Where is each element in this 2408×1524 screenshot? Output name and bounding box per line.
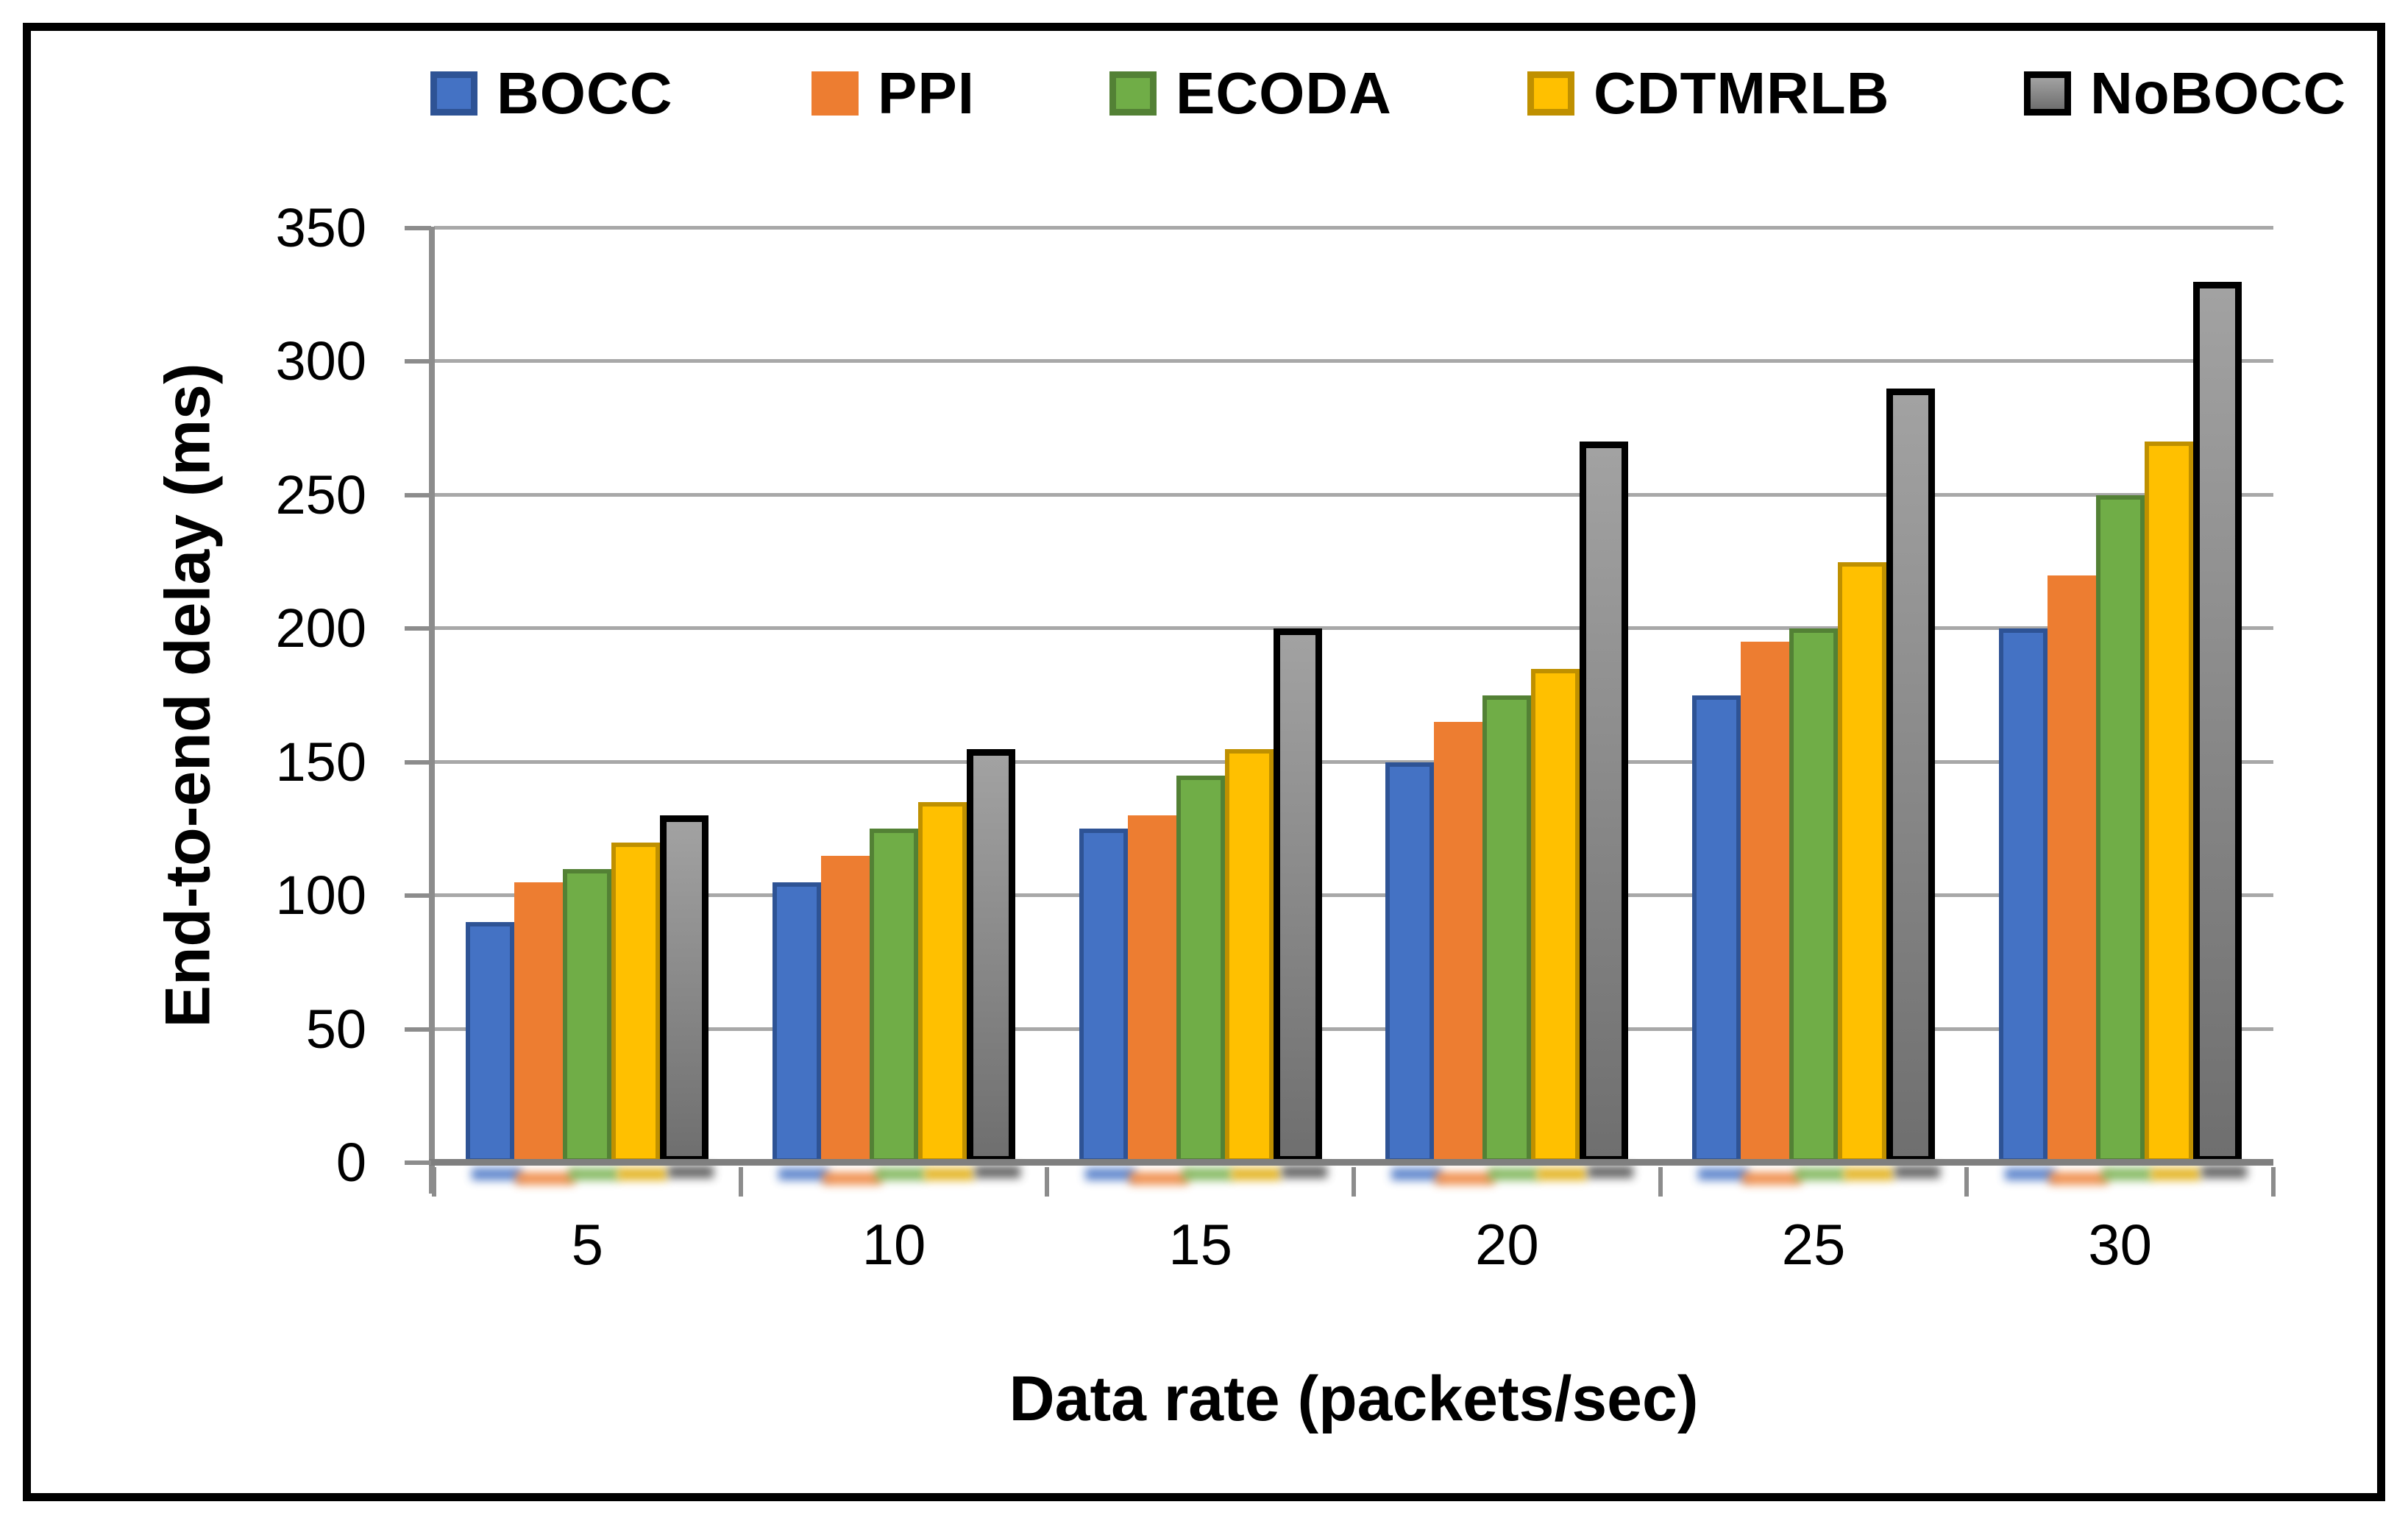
y-tick-label-50: 50 xyxy=(305,998,366,1060)
bar-ppi-15 xyxy=(1127,815,1176,1163)
bar-nobocc-10 xyxy=(966,748,1015,1163)
bar-cdtmrlb-15 xyxy=(1224,748,1274,1163)
bar-cdtmrlb-10 xyxy=(917,802,967,1163)
legend-swatch-ecoda xyxy=(1109,71,1157,116)
x-axis-title: Data rate (packets/sec) xyxy=(1009,1364,1699,1434)
bar-ecoda-25 xyxy=(1789,628,1838,1163)
bar-bocc-10 xyxy=(772,882,821,1163)
y-axis-line xyxy=(429,227,435,1194)
bar-group-5 xyxy=(434,228,741,1163)
y-axis-tick-0 xyxy=(405,1160,431,1165)
bar-group-20 xyxy=(1354,228,1661,1163)
bar-nobocc-15 xyxy=(1273,628,1322,1163)
legend-item-bocc: BOCC xyxy=(430,46,673,141)
y-tick-label-100: 100 xyxy=(275,865,366,926)
legend-label-cdtmrlb: CDTMRLB xyxy=(1594,60,1890,126)
bar-group-10 xyxy=(741,228,1048,1163)
gridline-200 xyxy=(434,626,2273,631)
legend-label-bocc: BOCC xyxy=(497,60,673,126)
legend-item-cdtmrlb: CDTMRLB xyxy=(1527,46,1889,141)
bar-ppi-30 xyxy=(2047,575,2096,1163)
bar-ppi-25 xyxy=(1740,642,1789,1163)
bar-nobocc-25 xyxy=(1886,388,1935,1163)
gridline-150 xyxy=(434,759,2273,764)
bar-nobocc-20 xyxy=(1580,442,1629,1163)
legend-swatch-cdtmrlb xyxy=(1527,71,1574,116)
legend-swatch-ppi xyxy=(811,71,859,116)
y-axis-tick-250 xyxy=(405,492,431,497)
legend-label-ppi: PPI xyxy=(878,60,975,126)
x-axis-tick-2 xyxy=(1045,1167,1050,1197)
legend-item-ecoda: ECODA xyxy=(1109,46,1392,141)
y-axis-tick-100 xyxy=(405,893,431,899)
legend-label-nobocc: NoBOCC xyxy=(2090,60,2347,126)
x-axis-line xyxy=(429,1159,2273,1166)
bar-ppi-5 xyxy=(514,882,564,1163)
x-tick-label-15: 15 xyxy=(1168,1212,1233,1277)
x-tick-label-30: 30 xyxy=(2088,1212,2153,1277)
legend-swatch-bocc xyxy=(430,71,477,116)
x-tick-label-20: 20 xyxy=(1474,1212,1539,1277)
gridline-350 xyxy=(434,226,2273,230)
legend-swatch-nobocc xyxy=(2024,71,2071,116)
bar-cdtmrlb-20 xyxy=(1531,668,1580,1163)
legend: BOCC PPI ECODA CDTMRLB NoBOCC xyxy=(0,46,2408,141)
bar-nobocc-30 xyxy=(2192,281,2242,1163)
bar-cdtmrlb-5 xyxy=(611,842,661,1163)
y-axis-tick-300 xyxy=(405,359,431,364)
x-tick-label-10: 10 xyxy=(862,1212,926,1277)
bar-bocc-20 xyxy=(1385,762,1435,1163)
legend-label-ecoda: ECODA xyxy=(1176,60,1392,126)
gridline-250 xyxy=(434,492,2273,497)
y-tick-label-350: 350 xyxy=(275,197,366,258)
x-axis-tick-6 xyxy=(2271,1167,2276,1197)
bar-group-25 xyxy=(1661,228,1967,1163)
x-axis-tick-4 xyxy=(1658,1167,1663,1197)
x-tick-label-5: 5 xyxy=(571,1212,604,1277)
bar-group-15 xyxy=(1047,228,1354,1163)
bar-bocc-15 xyxy=(1079,829,1128,1163)
y-tick-label-0: 0 xyxy=(335,1132,366,1193)
y-tick-label-200: 200 xyxy=(275,598,366,659)
bar-ppi-20 xyxy=(1434,722,1483,1163)
gridline-100 xyxy=(434,893,2273,898)
x-tick-label-25: 25 xyxy=(1781,1212,1846,1277)
bar-ecoda-10 xyxy=(869,829,918,1163)
y-tick-label-150: 150 xyxy=(275,731,366,793)
bar-bocc-5 xyxy=(466,922,515,1163)
x-axis-tick-1 xyxy=(738,1167,743,1197)
bar-group-30 xyxy=(1967,228,2273,1163)
x-axis-tick-3 xyxy=(1352,1167,1356,1197)
bar-cdtmrlb-30 xyxy=(2144,442,2193,1163)
legend-item-nobocc: NoBOCC xyxy=(2024,46,2346,141)
y-tick-label-300: 300 xyxy=(275,330,366,392)
x-axis-tick-5 xyxy=(1964,1167,1970,1197)
bar-bocc-25 xyxy=(1691,695,1741,1163)
bar-ecoda-20 xyxy=(1482,695,1532,1163)
bar-groups xyxy=(434,228,2273,1163)
y-axis-tick-50 xyxy=(405,1027,431,1032)
gridline-300 xyxy=(434,359,2273,364)
legend-item-ppi: PPI xyxy=(811,46,975,141)
bar-bocc-30 xyxy=(1998,628,2047,1163)
y-axis-tick-350 xyxy=(405,226,431,230)
y-axis-tick-150 xyxy=(405,759,431,765)
y-axis-title: End-to-end delay (ms) xyxy=(152,363,224,1028)
bar-nobocc-5 xyxy=(660,815,709,1163)
y-tick-label-250: 250 xyxy=(275,464,366,525)
bar-ecoda-5 xyxy=(563,868,612,1163)
y-axis-tick-200 xyxy=(405,626,431,631)
bar-cdtmrlb-25 xyxy=(1837,561,1886,1163)
bar-ecoda-30 xyxy=(2095,495,2145,1163)
gridline-50 xyxy=(434,1027,2273,1031)
bar-ecoda-15 xyxy=(1176,775,1225,1163)
bar-ppi-10 xyxy=(820,855,870,1163)
plot-area: Data rate (packets/sec) 0 50 100 150 200 250 3… xyxy=(276,201,2276,1434)
